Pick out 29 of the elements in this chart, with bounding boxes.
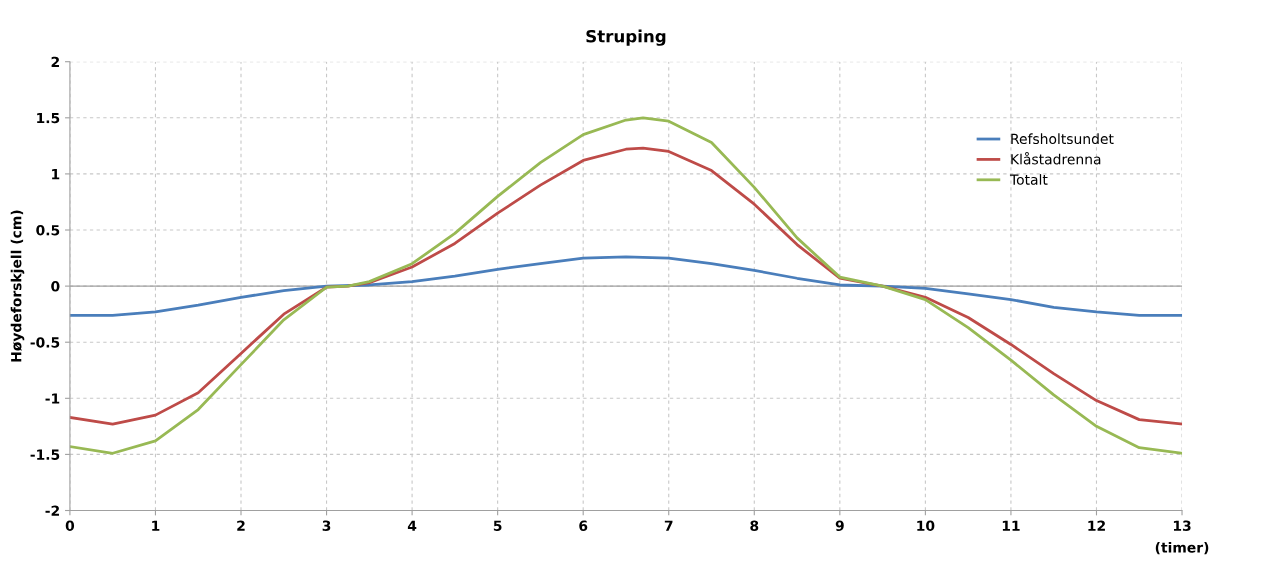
y-tick-label: -1 bbox=[45, 393, 60, 404]
x-tick-label: 9 bbox=[835, 520, 844, 531]
legend-label: Klåstadrenna bbox=[1011, 152, 1101, 165]
x-tick-label: 11 bbox=[1002, 520, 1020, 531]
y-tick-label: 2 bbox=[51, 56, 59, 67]
y-tick-label: -0.5 bbox=[30, 337, 60, 348]
x-tick-label: 5 bbox=[493, 520, 502, 531]
x-tick-label: 7 bbox=[664, 520, 673, 531]
x-tick-label: 6 bbox=[579, 520, 588, 531]
x-tick-label: 8 bbox=[750, 520, 759, 531]
legend-label: Totalt bbox=[1009, 174, 1048, 185]
y-tick-label: -1.5 bbox=[30, 449, 60, 460]
y-axis-title: Høydeforskjell (cm) bbox=[10, 210, 25, 362]
x-tick-label: 1 bbox=[152, 520, 160, 531]
y-tick-label: -2 bbox=[45, 505, 59, 516]
x-tick-label: 4 bbox=[407, 520, 417, 531]
x-tick-label: 12 bbox=[1088, 520, 1105, 531]
legend-label: Refsholtsundet bbox=[1011, 133, 1114, 145]
x-axis-title: (timer) bbox=[1155, 541, 1209, 555]
x-tick-label: 10 bbox=[917, 520, 935, 531]
x-tick-label: 0 bbox=[65, 520, 75, 531]
y-tick-label: 1.5 bbox=[37, 112, 60, 124]
chart-title: Struping bbox=[586, 29, 666, 46]
y-tick-label: 1 bbox=[52, 169, 60, 180]
x-tick-label: 2 bbox=[237, 520, 245, 531]
y-tick-label: 0 bbox=[51, 281, 60, 292]
x-tick-label: 3 bbox=[322, 520, 331, 531]
y-tick-label: 0.5 bbox=[36, 224, 60, 236]
x-tick-label: 13 bbox=[1173, 520, 1191, 531]
